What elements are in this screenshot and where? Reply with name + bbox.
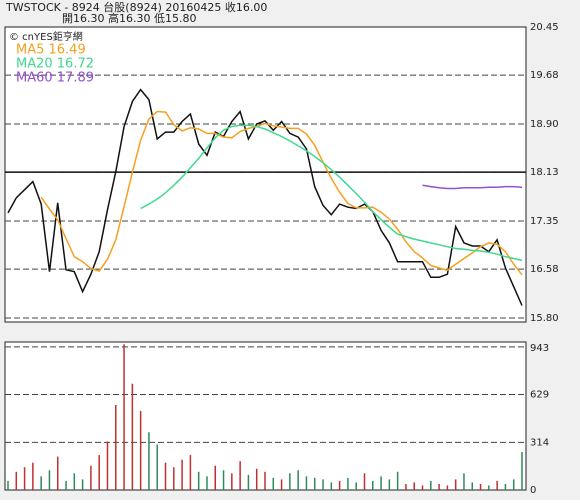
y-tick-label: 20.45 (530, 22, 559, 33)
header-line: TWSTOCK - 8924 台股(8924) 20160425 收16.00 (5, 0, 267, 14)
volume-bar (206, 476, 208, 490)
volume-bar (181, 459, 183, 490)
volume-bar (479, 483, 482, 490)
volume-bar (388, 479, 391, 490)
y-tick-label: 19.68 (530, 70, 559, 81)
volume-bar (15, 471, 18, 490)
volume-bar (521, 452, 523, 490)
volume-bar (106, 441, 109, 490)
volume-bar (214, 465, 217, 490)
price-line (7, 88, 523, 306)
volume-bar (139, 411, 142, 490)
volume-panel (4, 341, 527, 491)
legend-entry: MA60 17.89 (16, 71, 94, 86)
volume-bar (32, 462, 34, 490)
volume-bar (231, 473, 233, 490)
volume-bar (430, 480, 432, 490)
volume-bar (471, 482, 474, 490)
volume-bar (421, 485, 424, 490)
y-tick-label: 943 (530, 343, 549, 354)
y-tick-label: 629 (530, 390, 549, 401)
volume-bar (247, 474, 250, 490)
price-line (140, 124, 523, 262)
header-line: 開16.30 高16.30 低15.80 (62, 11, 196, 25)
volume-bar (90, 465, 92, 490)
volume-bar (330, 482, 333, 490)
price-line (422, 184, 523, 190)
volume-bar (338, 480, 341, 490)
volume-bar (65, 480, 67, 490)
volume-bar (115, 404, 117, 490)
y-tick-label: 0 (530, 485, 536, 496)
legend-entry: MA20 16.72 (16, 57, 94, 72)
volume-bar (81, 479, 84, 490)
volume-bar (446, 485, 449, 490)
volume-bar (280, 479, 283, 490)
volume-bar (156, 444, 158, 490)
volume-bar (322, 479, 324, 490)
volume-bar (73, 473, 76, 490)
volume-bar (48, 470, 51, 490)
volume-bar (272, 477, 275, 490)
volume-bar (438, 483, 440, 490)
volume-bar (40, 476, 42, 490)
volume-bar (297, 470, 299, 490)
volume-bar (23, 467, 26, 490)
volume-bar (463, 473, 465, 490)
volume-bar (396, 471, 399, 490)
volume-bar (347, 477, 349, 490)
volume-bar (372, 480, 374, 490)
y-tick-label: 17.35 (530, 216, 559, 227)
volume-bar (405, 483, 407, 490)
volume-bar (131, 383, 134, 490)
source: © cnYES鉅亨網 (9, 30, 83, 43)
volume-bar (355, 482, 357, 490)
volume-bar (255, 468, 258, 490)
y-tick-label: 18.90 (530, 119, 559, 130)
y-tick-label: 314 (530, 437, 549, 448)
volume-bar (305, 476, 308, 490)
volume-bar (264, 471, 266, 490)
volume-bar (380, 476, 382, 490)
volume-bar (148, 432, 150, 490)
volume-bar (313, 477, 316, 490)
legend-entry: MA5 16.49 (16, 43, 86, 58)
volume-bar (239, 461, 241, 490)
y-tick-label: 16.58 (530, 264, 559, 275)
volume-bar (98, 455, 100, 490)
price-line (40, 110, 523, 276)
volume-bar (504, 483, 507, 490)
volume-bar (173, 467, 175, 490)
volume-bar (413, 482, 415, 490)
volume-bar (496, 480, 498, 490)
volume-bar (289, 473, 291, 490)
volume-bar (56, 456, 59, 490)
volume-bar (454, 479, 457, 490)
volume-bar (7, 480, 9, 490)
volume-bar (363, 473, 366, 490)
volume-bar (488, 485, 490, 490)
y-tick-label: 15.80 (530, 313, 559, 324)
volume-bar (197, 471, 200, 490)
y-tick-label: 18.13 (530, 167, 559, 178)
volume-bar (164, 462, 167, 490)
volume-bar (512, 479, 515, 490)
volume-bar (222, 470, 225, 490)
volume-bar (189, 455, 192, 490)
volume-bar (123, 344, 125, 490)
